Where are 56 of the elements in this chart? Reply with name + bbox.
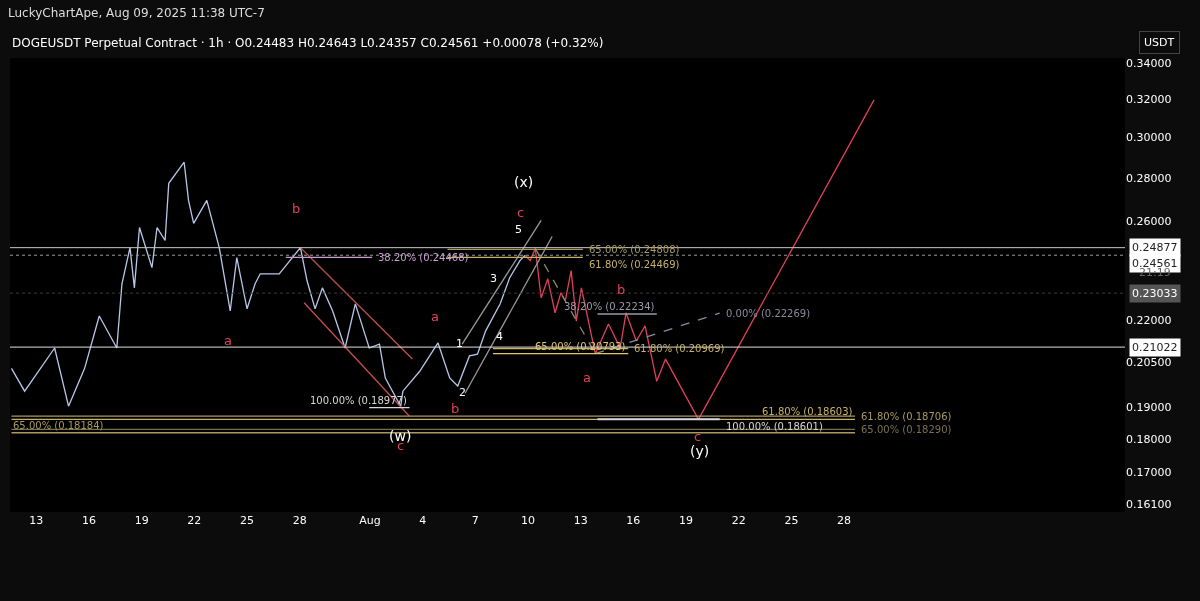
y-axis-title: USDT (1144, 36, 1175, 49)
annotation: 1 (456, 337, 463, 350)
annotation: (y) (690, 443, 710, 459)
x-tick-label: 25 (240, 514, 255, 527)
x-tick-label: 19 (134, 514, 149, 527)
series-label: 61.80% (0.24469) (589, 259, 680, 270)
y-tick-label: 0.16100 (1126, 498, 1172, 512)
x-tick-label: 22 (187, 514, 202, 527)
annotation: b (451, 401, 460, 416)
y-tick-label: 0.34000 (1126, 57, 1172, 71)
y-tick-label: 0.28000 (1126, 171, 1172, 185)
annotation: b (617, 282, 626, 297)
y-tick-label: 0.19000 (1126, 400, 1172, 414)
x-tick-label: 4 (419, 514, 427, 527)
series-label: 65.00% (0.18184) (13, 420, 104, 431)
y-tick-label: 0.22000 (1126, 314, 1172, 328)
series-label: 65.00% (0.18290) (861, 424, 952, 435)
x-tick-label: 28 (292, 514, 307, 527)
y-tick-label: 0.17000 (1126, 466, 1172, 480)
annotation: (x) (514, 174, 534, 190)
annotation: 4 (496, 330, 503, 343)
x-tick-label: 19 (679, 514, 694, 527)
x-tick-label: 16 (82, 514, 97, 527)
y-tick-label: 0.20500 (1126, 355, 1172, 369)
x-tick-label: 25 (784, 514, 799, 527)
x-tick-label: Aug (359, 514, 381, 527)
x-tick-label: 22 (731, 514, 746, 527)
y-tick-label: 0.26000 (1126, 215, 1172, 229)
annotation: c (517, 205, 525, 220)
annotation: a (431, 309, 439, 324)
annotation: 5 (515, 223, 522, 236)
annotation: 2 (459, 386, 466, 399)
annotation: a (583, 370, 591, 385)
series-label: 100.00% (0.18601) (726, 421, 823, 432)
y-tick-label: 0.32000 (1126, 92, 1172, 106)
annotation: 3 (490, 272, 497, 285)
x-tick-label: 13 (573, 514, 588, 527)
annotation: b (292, 201, 301, 216)
series-label: 0.00% (0.22269) (726, 308, 811, 319)
ref-line-label: 0.21022 (1132, 341, 1178, 354)
series-label: 61.80% (0.18706) (861, 411, 952, 422)
x-tick-label: 13 (29, 514, 44, 527)
y-tick-label: 0.30000 (1126, 130, 1172, 144)
ref-line-label: 0.23033 (1132, 287, 1178, 300)
chart-title: DOGEUSDT Perpetual Contract · 1h · O0.24483 H0.24643 L0.24357 C0.24561 +0.00078 (+0.32%) (12, 36, 604, 50)
x-tick-label: 10 (520, 514, 535, 527)
chart-subtitle: LuckyChartApe, Aug 09, 2025 11:38 UTC-7 (8, 6, 265, 20)
annotation: c (694, 429, 702, 444)
x-tick-label: 7 (471, 514, 479, 527)
x-tick-label: 16 (626, 514, 641, 527)
y-tick-label: 0.18000 (1126, 432, 1172, 446)
x-tick-label: 28 (837, 514, 852, 527)
series-label: 38.20% (0.24468) (378, 252, 469, 263)
annotation: a (224, 333, 232, 348)
series-label: 61.80% (0.18603) (762, 406, 853, 417)
ref-line-label: 0.24877 (1132, 241, 1178, 254)
